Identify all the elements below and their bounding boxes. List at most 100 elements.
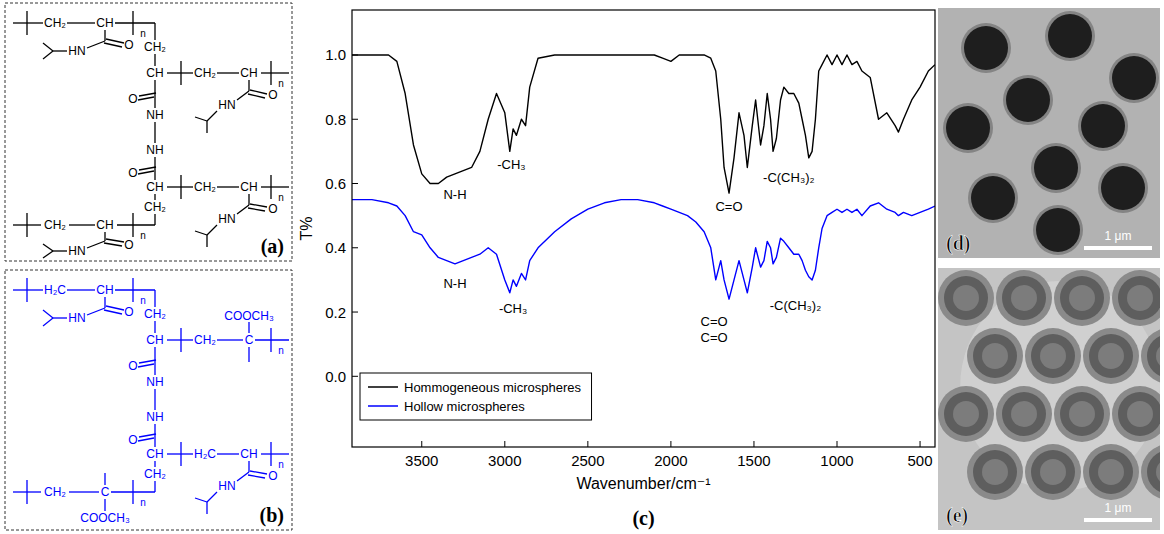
panel-label: (c) [632, 507, 654, 530]
bond [43, 310, 53, 318]
atom-label: n [140, 230, 146, 241]
bond [255, 339, 289, 340]
atom-label: CH [146, 180, 163, 194]
bond [154, 389, 155, 410]
sphere-halo [1078, 101, 1128, 151]
bond [139, 360, 156, 363]
x-tick [837, 441, 838, 447]
bond [250, 204, 267, 207]
hollow-sphere-halo [1141, 444, 1160, 500]
atom-label: CH [146, 66, 163, 80]
sphere-halo [968, 173, 1018, 223]
y-tick [352, 312, 358, 313]
panel-label: (a) [261, 235, 284, 258]
scale-bar [1084, 518, 1152, 522]
bond [138, 364, 154, 367]
bond [270, 175, 271, 199]
scale-bar [1084, 246, 1152, 250]
bond [206, 235, 207, 247]
solid-sphere [1034, 146, 1078, 190]
y-tick-label: 0.2 [325, 304, 346, 321]
bond [154, 362, 155, 375]
hollow-sphere-shell [1031, 334, 1075, 378]
legend-label: Hommogeneous microspheres [404, 380, 582, 395]
x-tick-label: 1000 [820, 452, 853, 469]
hollow-sphere-halo [1112, 270, 1160, 326]
x-tick-label: 1500 [737, 452, 770, 469]
y-tick-label: 1.0 [325, 46, 346, 63]
x-tick [920, 441, 921, 447]
bond [195, 498, 207, 502]
bond [104, 499, 105, 511]
bond [207, 111, 217, 121]
atom-label: n [278, 345, 284, 356]
sphere-halo [1033, 205, 1083, 255]
bond [237, 205, 249, 214]
peak-annotation: C=O [701, 314, 728, 329]
atom-label: O [124, 305, 133, 319]
atom-label: HN [218, 212, 235, 226]
atom-label: CH₂ [144, 40, 166, 54]
bond [217, 72, 239, 73]
bond [104, 43, 122, 47]
hollow-sphere-core [1040, 343, 1066, 369]
solid-sphere [971, 176, 1015, 220]
bond [87, 308, 105, 315]
bond [154, 23, 155, 40]
sphere-halo [1003, 75, 1053, 125]
hollow-sphere-core [1156, 343, 1160, 369]
atom-label: CH₂ [194, 180, 216, 194]
bond [248, 80, 249, 91]
tem-image: 1 μm(d) [938, 8, 1160, 258]
bond [248, 461, 249, 472]
dashed-frame [5, 3, 292, 261]
sphere-halo [1031, 143, 1081, 193]
bond [248, 475, 265, 478]
bond [180, 175, 181, 199]
bond [217, 339, 243, 340]
atom-label: n [278, 192, 284, 203]
bond [53, 250, 67, 251]
bond [248, 194, 249, 205]
structure-a: CH₂CHnCH₂HNOCHCH₂CHnHNOONHNHOCHCH₂CH₂CHn… [5, 3, 292, 261]
bond [87, 41, 105, 48]
hollow-sphere-shell [973, 334, 1017, 378]
solid-sphere [1112, 56, 1156, 100]
hollow-sphere-shell [1118, 276, 1160, 320]
atom-label: CH [146, 447, 163, 461]
hollow-sphere-core [982, 459, 1008, 485]
atom-label: CH [240, 66, 257, 80]
atom-label: O [124, 38, 133, 52]
hollow-sphere-core [953, 285, 979, 311]
atom-label: COOCH₃ [224, 309, 274, 323]
hollow-sphere-halo [967, 328, 1023, 384]
panel-label: (d) [946, 232, 970, 255]
hollow-sphere-shell [944, 276, 988, 320]
sphere-halo [1045, 11, 1095, 61]
bond [138, 171, 154, 174]
y-tick [352, 247, 358, 248]
hollow-sphere-halo [996, 270, 1052, 326]
spectrum-line [352, 200, 935, 300]
y-tick-label: 0.6 [325, 175, 346, 192]
bond [154, 290, 155, 307]
bond [217, 186, 239, 187]
peak-annotation: -CH₃ [499, 301, 527, 316]
hollow-sphere-core [1069, 285, 1095, 311]
bond [139, 93, 156, 96]
bond [167, 339, 193, 340]
atom-label: HN [218, 98, 235, 112]
bond [270, 442, 271, 466]
solid-sphere [1006, 78, 1050, 122]
bond [69, 224, 95, 225]
atom-label: CH₂ [144, 200, 166, 214]
hollow-sphere-halo [967, 444, 1023, 500]
bond [248, 322, 249, 333]
legend-label: Hollow microspheres [404, 399, 525, 414]
solid-sphere [1048, 14, 1092, 58]
y-tick [352, 119, 358, 120]
atom-label: CH [96, 218, 113, 232]
structure-b: H₂CCHnCH₂HNOCHCH₂CnCOOCH₃ONHNHOCHCH₂CH₂C… [5, 270, 292, 530]
atom-label: C [101, 485, 110, 499]
bond [13, 224, 41, 225]
